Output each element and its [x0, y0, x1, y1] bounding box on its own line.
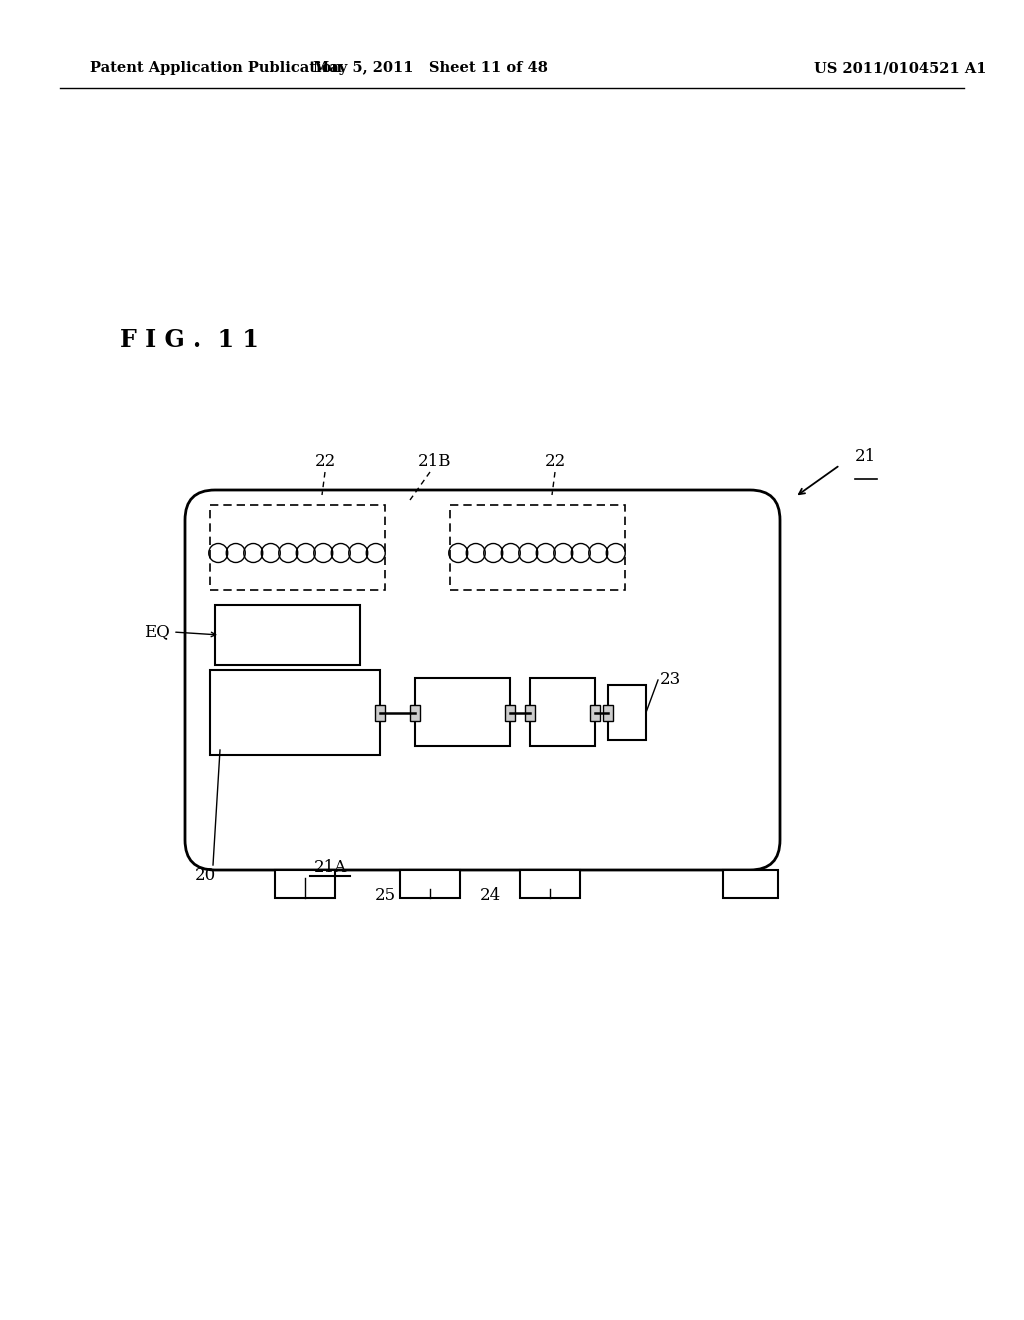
Text: 24: 24 [479, 887, 501, 903]
Bar [590, 705, 600, 721]
Text: 21A: 21A [313, 859, 347, 876]
Bar [415, 678, 510, 746]
Bar [520, 870, 580, 898]
Text: 22: 22 [545, 453, 565, 470]
Bar [410, 705, 420, 721]
Text: F I G .  1 1: F I G . 1 1 [120, 327, 259, 352]
Text: 21B: 21B [418, 453, 452, 470]
Text: Patent Application Publication: Patent Application Publication [90, 61, 342, 75]
Bar [525, 705, 535, 721]
Bar [210, 506, 385, 590]
Text: 20: 20 [195, 866, 216, 883]
Bar [450, 506, 625, 590]
Bar [723, 870, 777, 898]
Bar [505, 705, 515, 721]
Bar [210, 671, 380, 755]
Text: 23: 23 [660, 672, 681, 689]
Text: 21: 21 [855, 447, 877, 465]
Bar [215, 605, 360, 665]
FancyBboxPatch shape [185, 490, 780, 870]
Bar [603, 705, 613, 721]
Text: EQ: EQ [144, 623, 170, 640]
Bar [375, 705, 385, 721]
Bar [400, 870, 460, 898]
Text: 22: 22 [314, 453, 336, 470]
Text: May 5, 2011   Sheet 11 of 48: May 5, 2011 Sheet 11 of 48 [312, 61, 548, 75]
Bar [530, 678, 595, 746]
Text: US 2011/0104521 A1: US 2011/0104521 A1 [814, 61, 986, 75]
Text: 25: 25 [375, 887, 395, 903]
Bar [275, 870, 335, 898]
Bar [608, 685, 646, 741]
